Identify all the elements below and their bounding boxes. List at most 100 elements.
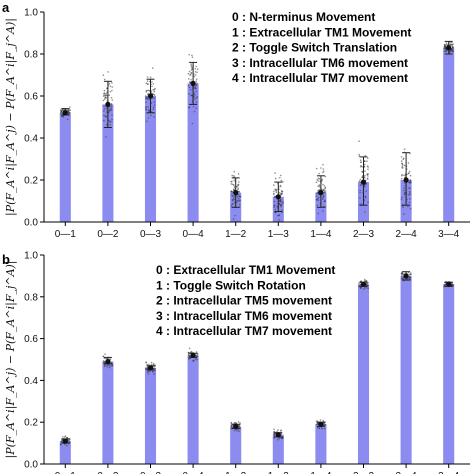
sample-point xyxy=(324,205,327,208)
sample-point xyxy=(233,175,235,177)
sample-point xyxy=(406,198,408,201)
sample-point xyxy=(145,362,147,364)
sample-point xyxy=(193,75,196,78)
sample-point xyxy=(150,102,153,104)
sample-point xyxy=(196,71,198,74)
sample-point xyxy=(105,107,108,110)
sample-point xyxy=(106,364,108,367)
sample-point xyxy=(322,163,324,166)
sample-point xyxy=(234,181,237,183)
sample-point xyxy=(407,271,410,274)
sample-point xyxy=(106,87,108,90)
sample-point xyxy=(366,284,369,286)
sample-point xyxy=(450,282,453,284)
sample-point xyxy=(152,89,154,91)
sample-point xyxy=(323,191,326,193)
sample-point xyxy=(151,81,153,83)
sample-point xyxy=(279,184,282,187)
sample-point xyxy=(190,64,193,67)
sample-point xyxy=(64,108,67,111)
legend-entry: 2 : Toggle Switch Translation xyxy=(232,41,397,55)
mean-point xyxy=(105,101,111,107)
sample-point xyxy=(401,196,403,199)
sample-point xyxy=(409,192,411,194)
sample-point xyxy=(359,178,362,181)
sample-point xyxy=(66,444,68,447)
sample-point xyxy=(238,181,240,183)
sample-point xyxy=(69,111,71,114)
sample-point xyxy=(281,436,284,438)
sample-point xyxy=(187,84,190,87)
y-tick-label: 1.0 xyxy=(24,251,38,262)
sample-point xyxy=(187,72,190,75)
sample-point xyxy=(148,98,151,101)
sample-point xyxy=(401,203,404,206)
sample-point xyxy=(358,153,360,156)
y-tick-label: 0.0 xyxy=(24,218,38,229)
sample-point xyxy=(408,273,411,276)
panel-b: b 0.0 0.2 0.4 0.6 0.8 1.0 0—1 0—2 0—3 0—4 1—2 1—3 1—4… xyxy=(2,251,470,474)
x-tick-label: 0—4 xyxy=(183,471,205,474)
sample-point xyxy=(317,180,319,182)
x-tick-label: 0—3 xyxy=(140,471,162,474)
sample-point xyxy=(154,367,156,370)
panel-a: a 0.0 0.2 0.4 0.6 0.8 1.0 0—1 0—2 0—3 0—4 1—2 1—3 1—4… xyxy=(2,0,470,240)
sample-point xyxy=(231,174,233,177)
sample-point xyxy=(322,171,324,174)
mean-point xyxy=(233,423,239,429)
legend-entry: 2 : Intracellular TM5 movement xyxy=(156,294,332,308)
sample-point xyxy=(410,272,412,274)
sample-point xyxy=(107,71,109,73)
sample-point xyxy=(444,48,447,50)
mean-point xyxy=(403,273,409,279)
sample-point xyxy=(452,49,454,51)
sample-point xyxy=(400,160,403,162)
sample-point xyxy=(409,279,412,281)
sample-point xyxy=(59,112,62,115)
sample-point xyxy=(278,185,280,188)
sample-point xyxy=(103,94,105,96)
sample-point xyxy=(451,284,454,286)
sample-point xyxy=(146,96,148,99)
sample-point xyxy=(106,94,108,97)
sample-point xyxy=(324,190,327,192)
sample-point xyxy=(106,91,108,93)
sample-point xyxy=(234,205,236,208)
sample-point xyxy=(102,360,105,362)
sample-point xyxy=(281,202,284,205)
sample-point xyxy=(279,436,282,439)
sample-point xyxy=(195,65,197,68)
sample-point xyxy=(149,370,151,373)
sample-point xyxy=(188,347,191,350)
x-tick-label: 1—2 xyxy=(225,471,247,474)
sample-point xyxy=(448,51,451,54)
sample-point xyxy=(322,210,324,212)
sample-point xyxy=(147,373,150,375)
mean-point xyxy=(446,45,452,51)
sample-point xyxy=(402,206,405,208)
x-tick-label: 3—4 xyxy=(438,229,460,240)
sample-point xyxy=(401,277,403,280)
sample-point xyxy=(359,197,361,199)
sample-point xyxy=(145,106,147,108)
sample-point xyxy=(324,175,327,178)
sample-point xyxy=(230,183,232,185)
sample-point xyxy=(108,94,110,96)
sample-point xyxy=(234,178,237,180)
sample-point xyxy=(103,98,106,100)
sample-point xyxy=(324,421,327,423)
sample-point xyxy=(315,198,318,201)
sample-point xyxy=(316,420,319,423)
sample-point xyxy=(103,108,106,110)
sample-point xyxy=(317,185,320,187)
sample-point xyxy=(231,190,234,193)
sample-point xyxy=(277,214,279,217)
sample-point xyxy=(190,89,192,91)
sample-point xyxy=(191,56,194,58)
sample-point xyxy=(110,96,113,99)
sample-point xyxy=(320,180,323,182)
sample-point xyxy=(408,172,410,175)
sample-point xyxy=(277,438,279,441)
y-tick-label: 0.4 xyxy=(24,134,38,145)
sample-point xyxy=(367,175,369,177)
